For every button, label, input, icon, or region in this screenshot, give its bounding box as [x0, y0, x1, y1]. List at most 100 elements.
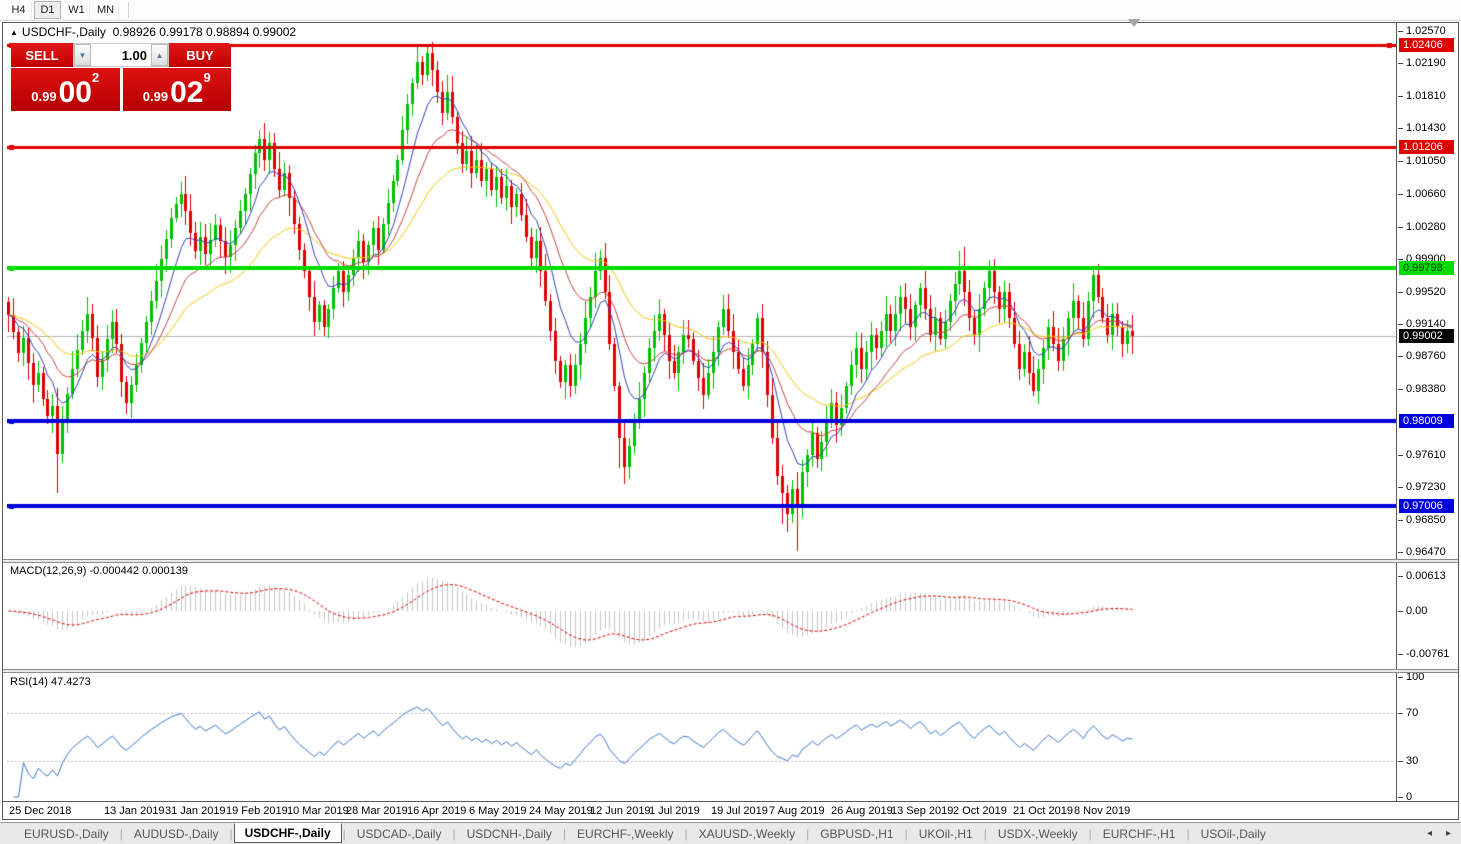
price-level-label: 1.02406	[1399, 38, 1454, 52]
tab-separator: |	[229, 826, 233, 841]
price-level-label: 0.99798	[1399, 260, 1454, 275]
chart-tab-xauusd-weekly[interactable]: XAUUSD-,Weekly	[698, 826, 796, 841]
tab-separator: |	[1088, 826, 1092, 841]
volume-input[interactable]	[91, 44, 151, 66]
rsi-scale-label: 0	[1397, 791, 1457, 803]
buy-button[interactable]: BUY	[169, 43, 231, 67]
macd-canvas[interactable]	[7, 563, 1396, 669]
panel-separator[interactable]	[3, 559, 1458, 563]
buy-price[interactable]: 0.99 02 9	[122, 68, 231, 111]
price-tick-label: 0.98760	[1397, 350, 1457, 362]
chart-tab-usdcnh-daily[interactable]: USDCNH-,Daily	[466, 826, 552, 841]
date-label: 28 Mar 2019	[346, 805, 408, 817]
chart-tab-usdchf-daily[interactable]: USDCHF-,Daily	[233, 823, 342, 843]
date-label: 13 Jan 2019	[104, 805, 165, 817]
panel-separator[interactable]	[3, 669, 1458, 673]
price-level-label: 0.97006	[1399, 499, 1454, 514]
tab-separator: |	[342, 826, 346, 841]
buy-price-big: 02	[170, 76, 204, 109]
date-label: 31 Jan 2019	[165, 805, 226, 817]
macd-scale-label: 0.00	[1397, 605, 1457, 617]
date-label: 6 May 2019	[469, 805, 527, 817]
chart-tab-audusd-daily[interactable]: AUDUSD-,Daily	[133, 826, 219, 841]
chart-symbol: USDCHF-,Daily	[21, 25, 106, 39]
chart-tab-bar: EURUSD-,Daily | AUDUSD-,Daily | USDCHF-,Dail…	[0, 822, 1461, 844]
rsi-scale-label: 100	[1397, 671, 1457, 683]
volume-box: ▼ ▲	[73, 43, 169, 67]
chart-tab-usdx-weekly[interactable]: USDX-,Weekly	[997, 826, 1078, 841]
tab-separator: |	[806, 826, 810, 841]
tab-scroll-left-icon[interactable]: ◂	[1426, 828, 1432, 839]
price-tick-label: 0.99520	[1397, 286, 1457, 298]
date-label: 19 Feb 2019	[226, 805, 288, 817]
price-tick-label: 0.96850	[1397, 514, 1457, 526]
tab-separator: |	[684, 826, 688, 841]
chart-tab-ukoil-h1[interactable]: UKOil-,H1	[918, 826, 973, 841]
tab-separator: |	[119, 826, 123, 841]
chart-ohlc-values: 0.98926 0.99178 0.98894 0.99002	[112, 25, 297, 39]
chart-shift-marker-icon[interactable]	[1128, 19, 1140, 27]
tab-separator: |	[983, 826, 987, 841]
chart-tab-gbpusd-h1[interactable]: GBPUSD-,H1	[820, 826, 894, 841]
price-tick-label: 1.00660	[1397, 188, 1457, 200]
date-label: 24 May 2019	[529, 805, 593, 817]
date-axis[interactable]: 25 Dec 2018 13 Jan 2019 31 Jan 2019 19 Feb …	[3, 801, 1458, 819]
chart-tab-eurusd-daily[interactable]: EURUSD-,Daily	[24, 826, 109, 841]
date-label: 8 Nov 2019	[1074, 805, 1131, 817]
rsi-canvas[interactable]	[7, 673, 1396, 801]
rsi-scale-label: 30	[1397, 755, 1457, 767]
tab-separator: |	[904, 826, 908, 841]
price-tick-label: 1.02570	[1397, 25, 1457, 37]
date-label: 19 Jul 2019	[711, 805, 768, 817]
chart-tab-usdcad-daily[interactable]: USDCAD-,Daily	[356, 826, 442, 841]
tab-separator: |	[562, 826, 567, 841]
toolbar-separator	[128, 2, 129, 18]
date-label: 25 Dec 2018	[9, 805, 72, 817]
timeframe-toolbar: H4 D1 W1 MN	[0, 0, 1461, 21]
rsi-scale-label: 70	[1397, 707, 1457, 719]
date-label: 2 Oct 2019	[953, 805, 1007, 817]
sell-price-sup: 2	[91, 70, 100, 85]
price-tick-label: 1.02190	[1397, 57, 1457, 69]
sell-button[interactable]: SELL	[11, 43, 73, 67]
date-label: 26 Aug 2019	[831, 805, 893, 817]
volume-decrease-button[interactable]: ▼	[74, 44, 91, 66]
macd-scale-label: 0.00613	[1397, 570, 1457, 582]
chart-tab-eurchf-weekly[interactable]: EURCHF-,Weekly	[577, 826, 674, 841]
tab-scroll-right-icon[interactable]: ▸	[1445, 828, 1451, 839]
price-tick-label: 0.97610	[1397, 449, 1457, 461]
tf-button-h4[interactable]: H4	[5, 1, 32, 19]
price-tick-label: 1.01810	[1397, 90, 1457, 102]
tab-separator: |	[1186, 826, 1190, 841]
price-tick-label: 0.96470	[1397, 546, 1457, 558]
price-scale[interactable]: 1.02570 1.02190 1.01810 1.01430 1.01050 1.006…	[1396, 23, 1458, 803]
rsi-label: RSI(14) 47.4273	[10, 676, 91, 688]
price-level-label: 0.98009	[1399, 413, 1454, 428]
volume-increase-button[interactable]: ▲	[151, 44, 168, 66]
chart-window: ▲ USDCHF-,Daily 0.98926 0.99178 0.98894 0…	[2, 22, 1459, 820]
price-tick-label: 1.01050	[1397, 155, 1457, 167]
price-tick-label: 1.01430	[1397, 122, 1457, 134]
macd-label: MACD(12,26,9) -0.000442 0.000139	[10, 565, 188, 577]
tab-separator: |	[452, 826, 456, 841]
one-click-trading-panel: SELL ▼ ▲ BUY 0.99 00 2 0.99 02 9	[11, 43, 231, 111]
collapse-triangle-icon: ▲	[10, 28, 18, 37]
date-label: 21 Oct 2019	[1013, 805, 1073, 817]
date-label: 13 Sep 2019	[891, 805, 954, 817]
macd-scale-label: -0.00761	[1397, 648, 1457, 660]
chart-tab-eurchf-h1[interactable]: EURCHF-,H1	[1102, 826, 1176, 841]
main-chart-canvas[interactable]	[7, 23, 1396, 559]
chart-tab-usoil-daily[interactable]: USOil-,Daily	[1200, 826, 1266, 841]
tf-button-d1[interactable]: D1	[34, 1, 61, 19]
sell-price-small: 0.99	[31, 89, 57, 104]
chart-title: ▲ USDCHF-,Daily 0.98926 0.99178 0.98894 0…	[10, 25, 296, 39]
date-label: 7 Aug 2019	[769, 805, 825, 817]
buy-price-sup: 9	[203, 70, 211, 85]
sell-price[interactable]: 0.99 00 2	[11, 68, 120, 111]
price-tick-label: 1.00280	[1397, 221, 1457, 233]
price-tick-label: 0.97230	[1397, 481, 1457, 493]
tf-button-w1[interactable]: W1	[63, 1, 90, 19]
sell-price-big: 00	[58, 76, 92, 109]
buy-price-small: 0.99	[142, 89, 169, 104]
tf-button-mn[interactable]: MN	[92, 1, 119, 19]
